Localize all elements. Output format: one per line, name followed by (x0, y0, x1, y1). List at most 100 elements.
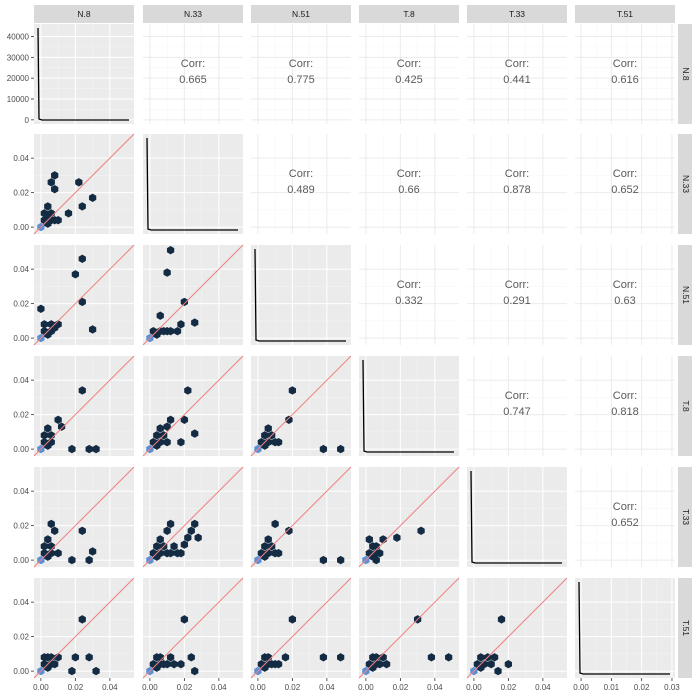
identity-line (142, 355, 244, 457)
hexbin-cell (191, 429, 199, 438)
corr-label: Corr: (505, 279, 529, 291)
hexbin-cell (319, 444, 328, 454)
y-tick-label: 20000 (7, 74, 30, 83)
corr-label: Corr: (613, 279, 637, 291)
hexbin-cell (173, 327, 182, 336)
identity-line (142, 577, 244, 679)
hexbin-cell (163, 660, 171, 669)
column-strip (359, 5, 459, 23)
column-strip (467, 5, 567, 23)
hexbin-cell (78, 615, 86, 624)
hexbin-cell (68, 666, 76, 676)
hexbin-cell (177, 549, 185, 558)
hexbin-cell (166, 549, 175, 558)
density-line (578, 581, 670, 675)
column-strip-label: N.8 (77, 9, 91, 19)
corr-label: Corr: (613, 390, 637, 402)
corr-value: 0.332 (395, 295, 423, 307)
hexbin-cell (163, 526, 171, 535)
hexbin-cell (274, 438, 283, 447)
hexbin-cell (285, 526, 293, 535)
hexbin-cell (37, 304, 45, 313)
panel-background (359, 24, 459, 124)
panel: Corr: 0.818 (575, 356, 675, 456)
corr-label: Corr: (397, 279, 421, 291)
hexbin-cell (64, 209, 73, 218)
corr-value: 0.66 (398, 184, 419, 196)
hexbin-cell (274, 549, 283, 558)
corr-value: 0.291 (503, 295, 531, 307)
hexbin-cell (40, 209, 48, 218)
hexbin-cell (163, 268, 171, 277)
hexbin-cell (285, 415, 293, 424)
y-tick-label: 0.02 (13, 633, 29, 642)
hexbin-cell (376, 549, 384, 558)
corr-label: Corr: (613, 58, 637, 70)
hexbin-cell (85, 444, 93, 454)
hexbin-cell (194, 533, 202, 542)
corr-value: 0.425 (395, 74, 423, 86)
hexbin-cell (166, 415, 175, 424)
panel-background (359, 245, 459, 345)
hexbin-cell (180, 297, 189, 307)
y-tick-label: 10000 (7, 95, 30, 104)
hexbin-cell (281, 653, 290, 662)
hexbin-cell (57, 422, 66, 431)
x-tick-label: 0.00 (358, 683, 374, 692)
y-tick-label: 0.00 (13, 223, 29, 232)
hexbin-cell (40, 320, 48, 329)
row-strip-label: T.8 (681, 400, 691, 412)
hexbin-cell (163, 438, 171, 447)
x-tick-label: 0.00 (573, 683, 589, 692)
hexbin-cell (264, 424, 272, 433)
identity-line (33, 355, 135, 457)
corr-label: Corr: (397, 168, 421, 180)
y-tick-label: 0.00 (13, 334, 29, 343)
hexbin-cell (78, 254, 86, 263)
x-tick-label: 0.00 (33, 683, 49, 692)
y-tick-label: 0.04 (13, 154, 29, 163)
column-strip-label: T.33 (509, 9, 525, 19)
x-tick-label: 0.04 (102, 683, 118, 692)
panel (34, 24, 134, 124)
panel (251, 245, 351, 345)
hexbin-cell (47, 178, 55, 187)
y-tick-label: 0 (25, 116, 30, 125)
column-strip-label: N.51 (292, 9, 310, 19)
panel (466, 577, 568, 679)
hexbin-cell (51, 526, 59, 535)
hexbin-cell (288, 615, 297, 624)
panel (33, 466, 135, 568)
hexbin-cell (180, 615, 189, 624)
hexbin-cell (191, 519, 199, 529)
panel (143, 134, 243, 234)
panel-background (143, 24, 243, 124)
hexbin-cell (261, 431, 269, 440)
panel (142, 355, 244, 457)
column-strip (143, 5, 243, 23)
panel: Corr: 0.425 (359, 24, 459, 124)
y-tick-label: 0.02 (13, 411, 29, 420)
hexbin-cell (337, 444, 345, 454)
panel (250, 466, 352, 568)
x-tick-label: 0.02 (285, 683, 301, 692)
panel-background (575, 134, 675, 234)
row-strip-label: N.33 (681, 175, 691, 193)
hexbin-cell (337, 555, 345, 565)
hexbin-cell (51, 171, 59, 180)
hexbin-cell (177, 660, 185, 669)
hexbin-cell (264, 535, 272, 544)
panel-background (251, 24, 351, 124)
hexbin-cell (85, 653, 93, 662)
x-tick-label: 0.03 (664, 683, 680, 692)
hexbin-cell (166, 653, 175, 662)
identity-line (358, 577, 460, 679)
y-tick-label: 0.04 (13, 598, 29, 607)
panel (142, 577, 244, 679)
panel (142, 466, 244, 568)
panel-background (359, 356, 459, 456)
hexbin-cell (85, 555, 93, 565)
hexbin-cell (88, 547, 97, 556)
hexbin-cell (78, 202, 86, 211)
